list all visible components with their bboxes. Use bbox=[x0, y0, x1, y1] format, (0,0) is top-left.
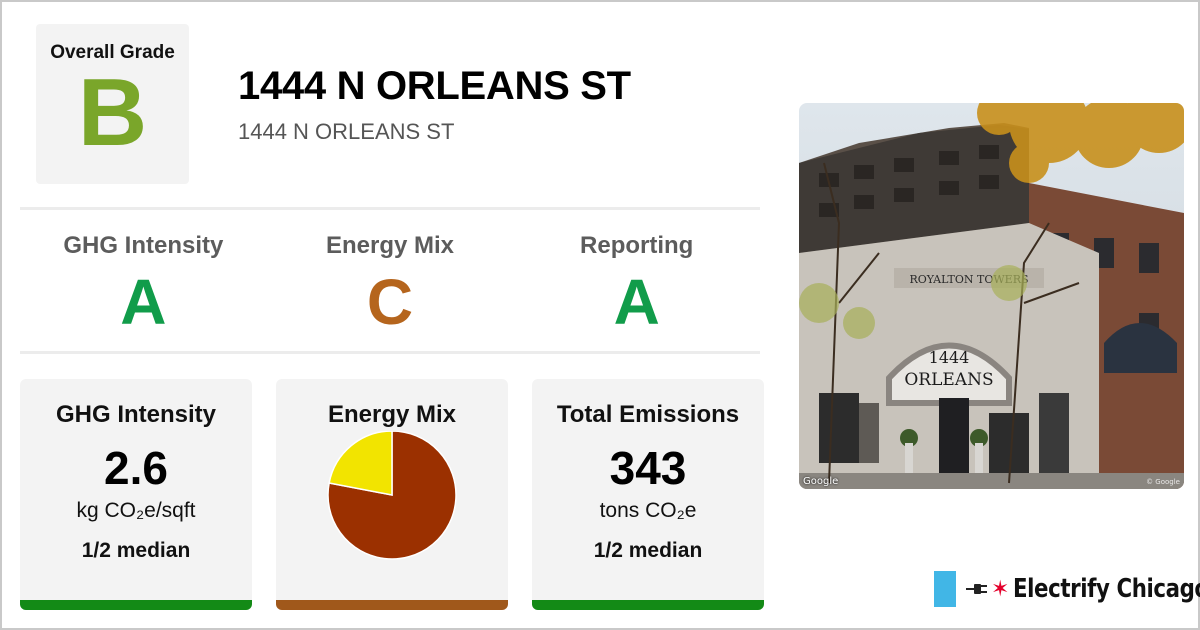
grade-energy-mix: Energy Mix C bbox=[267, 212, 514, 352]
plug-icon bbox=[966, 584, 987, 594]
grade-letter: A bbox=[613, 266, 660, 338]
divider-top bbox=[20, 207, 760, 210]
energy-mix-card: Energy Mix bbox=[276, 379, 508, 610]
grade-label: Energy Mix bbox=[325, 232, 455, 259]
building-address: 1444 N ORLEANS ST bbox=[238, 119, 455, 144]
building-photo: ROYALTON TOWERS 1444 ORLEANS Google bbox=[799, 103, 1184, 489]
pie-slice-1 bbox=[328, 431, 393, 496]
energy-mix-pie-chart bbox=[327, 431, 457, 560]
card-title: Energy Mix bbox=[327, 401, 457, 428]
card-unit: kg CO₂e/sqft bbox=[76, 499, 196, 522]
total-emissions-card: Total Emissions 343 tons CO₂e 1/2 median bbox=[532, 379, 764, 610]
overall-grade-label: Overall Grade bbox=[50, 42, 175, 63]
photo-sign-number: 1444 bbox=[929, 348, 970, 367]
card-color-bar bbox=[276, 600, 508, 610]
pie-slice-0 bbox=[327, 431, 457, 560]
photo-sign-street: ORLEANS bbox=[904, 370, 993, 390]
card-value: 343 bbox=[609, 442, 687, 494]
grade-ghg-intensity: GHG Intensity A bbox=[20, 212, 267, 352]
grade-reporting: Reporting A bbox=[513, 212, 760, 352]
building-title: 1444 N ORLEANS ST bbox=[238, 64, 631, 108]
grade-label: GHG Intensity bbox=[63, 232, 224, 259]
grade-label: Reporting bbox=[580, 232, 694, 259]
brand-name: Electrify Chicago bbox=[1013, 574, 1200, 604]
grade-letter: C bbox=[366, 266, 414, 338]
ghg-intensity-card: GHG Intensity 2.6 kg CO₂e/sqft 1/2 media… bbox=[20, 379, 252, 610]
card-color-bar bbox=[532, 600, 764, 610]
overall-grade-box: Overall Grade B bbox=[36, 24, 189, 184]
card-value: 2.6 bbox=[104, 442, 168, 494]
overall-grade-letter: B bbox=[77, 59, 148, 166]
card-unit: tons CO₂e bbox=[599, 499, 697, 522]
google-watermark: Google bbox=[803, 476, 839, 487]
grade-letter: A bbox=[120, 266, 167, 338]
google-watermark-right: © Google bbox=[1146, 478, 1180, 486]
grade-breakdown: GHG Intensity A Energy Mix C Reporting A bbox=[20, 212, 760, 352]
electrify-chicago-logo[interactable]: ✶ Electrify Chicago bbox=[934, 570, 1200, 608]
red-star-icon: ✶ bbox=[991, 576, 1010, 601]
card-median: 1/2 median bbox=[593, 539, 703, 562]
chicago-flag-icon bbox=[934, 571, 956, 607]
card-median: 1/2 median bbox=[81, 539, 191, 562]
card-title: GHG Intensity bbox=[55, 401, 217, 428]
card-color-bar bbox=[20, 600, 252, 610]
card-title: Total Emissions bbox=[556, 401, 740, 428]
divider-bottom bbox=[20, 351, 760, 354]
